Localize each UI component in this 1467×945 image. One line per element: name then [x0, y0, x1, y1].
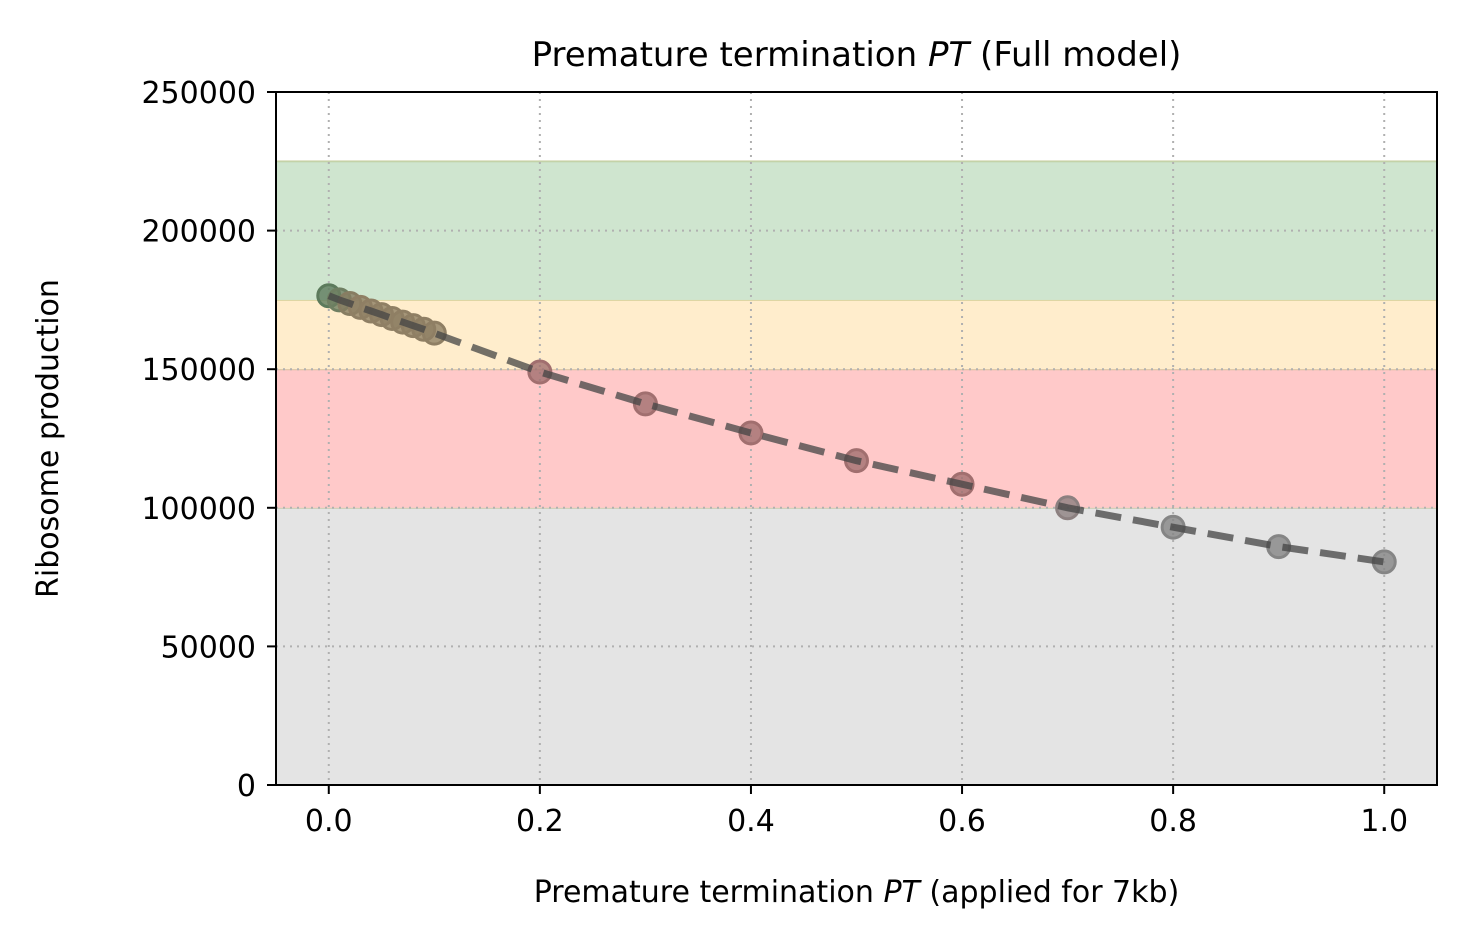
band-1 — [276, 369, 1437, 508]
x-tick-label-4: 0.8 — [1149, 804, 1197, 839]
band-layer — [276, 160, 1437, 785]
y-tick-label-0: 0 — [237, 769, 256, 804]
ticks-layer: 0.0 0.2 0.4 0.6 0.8 1.0 0 50000 100000 150000 2000… — [141, 76, 1408, 839]
band-3 — [276, 161, 1437, 300]
y-tick-label-4: 200000 — [141, 215, 256, 250]
y-tick-label-1: 50000 — [161, 630, 256, 665]
y-tick-label-2: 100000 — [141, 492, 256, 527]
band-0 — [276, 507, 1437, 785]
y-axis-label: Ribosome production — [31, 279, 66, 598]
chart-title: Premature termination PT (Full model) — [532, 35, 1182, 75]
x-tick-label-2: 0.4 — [727, 804, 775, 839]
plot-frame — [275, 91, 1438, 786]
x-tick-label-5: 1.0 — [1360, 804, 1408, 839]
y-tick-label-3: 150000 — [141, 353, 256, 388]
band-2 — [276, 299, 1437, 370]
x-tick-label-0: 0.0 — [305, 804, 353, 839]
x-axis-label: Premature termination PT (applied for 7k… — [534, 875, 1180, 910]
series-layer — [316, 283, 1397, 575]
x-tick-label-3: 0.6 — [938, 804, 986, 839]
x-tick-label-1: 0.2 — [516, 804, 564, 839]
y-tick-label-5: 250000 — [141, 76, 256, 111]
